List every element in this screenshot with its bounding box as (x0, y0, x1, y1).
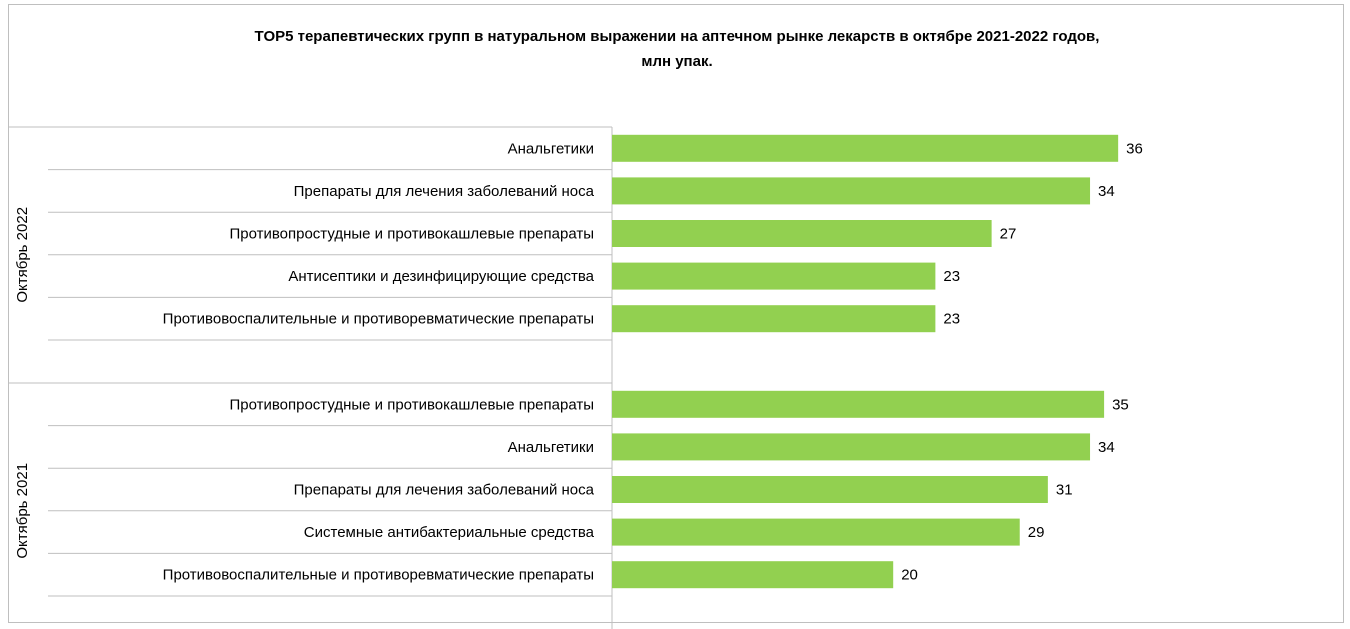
category-table-lines (8, 126, 613, 629)
bar (612, 134, 1119, 162)
category-label: Системные антибактериальные средства (304, 524, 595, 541)
bar (612, 518, 1020, 546)
group-labels: Октябрь 2022 Октябрь 2021 (14, 207, 31, 559)
group-label: Октябрь 2021 (14, 463, 31, 559)
category-labels: Анальгетики Препараты для лечения заболев… (163, 140, 595, 583)
category-label: Противопростудные и противокашлевые преп… (229, 396, 594, 413)
data-label: 29 (1028, 524, 1045, 541)
bar (612, 220, 992, 247)
category-label: Препараты для лечения заболеваний носа (294, 183, 595, 200)
category-label: Препараты для лечения заболеваний носа (294, 482, 595, 499)
bar (612, 561, 894, 589)
category-label: Анальгетики (508, 439, 594, 456)
category-label: Антисептики и дезинфицирующие средства (288, 268, 594, 285)
bar (612, 476, 1048, 503)
bar (612, 177, 1091, 205)
bars (612, 134, 1119, 589)
data-label: 35 (1112, 396, 1129, 413)
value-labels: 36 34 27 23 23 35 34 31 29 20 (901, 140, 1143, 583)
data-label: 27 (1000, 226, 1017, 243)
data-label: 34 (1098, 439, 1115, 456)
category-label: Противовоспалительные и противоревматиче… (163, 567, 594, 584)
data-label: 23 (943, 268, 960, 285)
chart-subtitle: млн упак. (641, 53, 712, 70)
bar (612, 262, 936, 290)
bar (612, 390, 1105, 418)
group-label: Октябрь 2022 (14, 207, 31, 303)
data-label: 20 (901, 567, 918, 584)
data-label: 36 (1126, 140, 1143, 157)
bar (612, 305, 936, 333)
data-label: 31 (1056, 482, 1073, 499)
category-label: Противовоспалительные и противоревматиче… (163, 311, 594, 328)
category-label: Анальгетики (508, 140, 594, 157)
data-label: 23 (943, 311, 960, 328)
category-label: Противопростудные и противокашлевые преп… (229, 226, 594, 243)
data-label: 34 (1098, 183, 1115, 200)
bar (612, 433, 1091, 461)
chart-title: TOP5 терапевтических групп в натуральном… (255, 28, 1100, 45)
